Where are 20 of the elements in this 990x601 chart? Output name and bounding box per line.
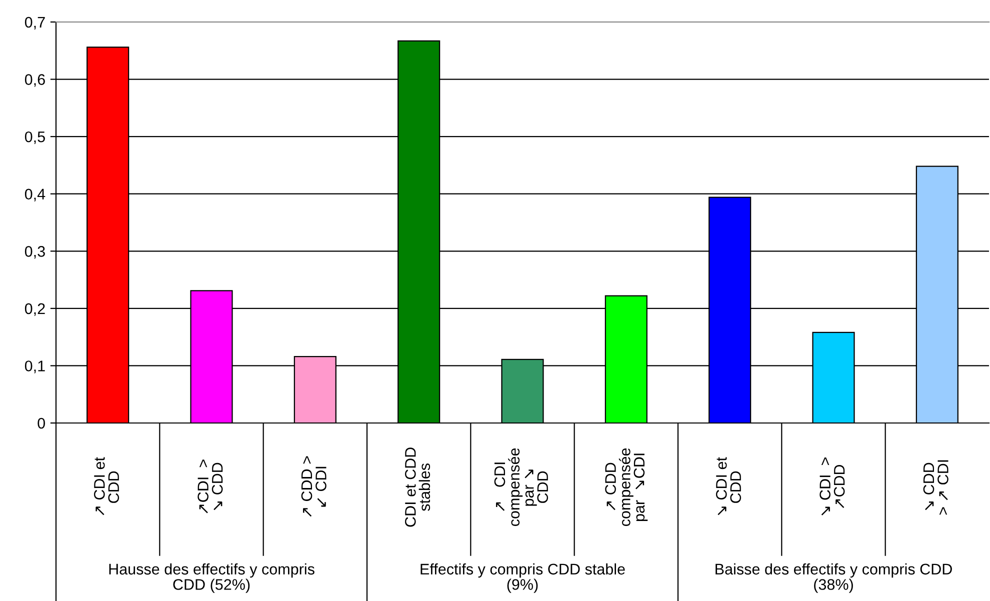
y-tick-label: 0,1 (24, 360, 45, 374)
text: Baisse des effectifs y compris CDD (38%) (716, 563, 952, 593)
x-tick-label: ↘ CDD > ↗ CDI (923, 460, 948, 515)
y-tick-label: 0 (38, 418, 45, 429)
x-tick-label: ↘ CDI et CDD (716, 457, 742, 516)
x-tick-label: ↗CDI > ↘ CDD (198, 460, 223, 514)
y-tick-label: 0,5 (24, 131, 45, 144)
y-tick-label: 0,7 (24, 16, 45, 30)
y-tick-label: 0,3 (24, 246, 45, 259)
x-tick-label: ↗ CDI et CDD (94, 457, 120, 516)
x-tick-label: ↗ CDD > ↙ CDI (301, 456, 326, 517)
text: Effectifs y compris CDD stable (9%) (420, 563, 625, 593)
x-tick-label: ↘ CDI > ↗CDD (820, 458, 845, 516)
y-tick-label: 0,4 (24, 188, 46, 202)
x-tick-label: ↗ CDD compensée par ↘CDI (605, 448, 648, 526)
y-tick-label: 0,6 (24, 74, 45, 87)
y-tick-label: 0,2 (24, 303, 45, 316)
x-tick-label: ↗ CDI compensée par ↘ CDD (494, 448, 548, 526)
x-tick-label: CDI et CDD stables (404, 448, 430, 527)
text: Hausse des effectifs y compris CDD (52%) (109, 563, 314, 593)
